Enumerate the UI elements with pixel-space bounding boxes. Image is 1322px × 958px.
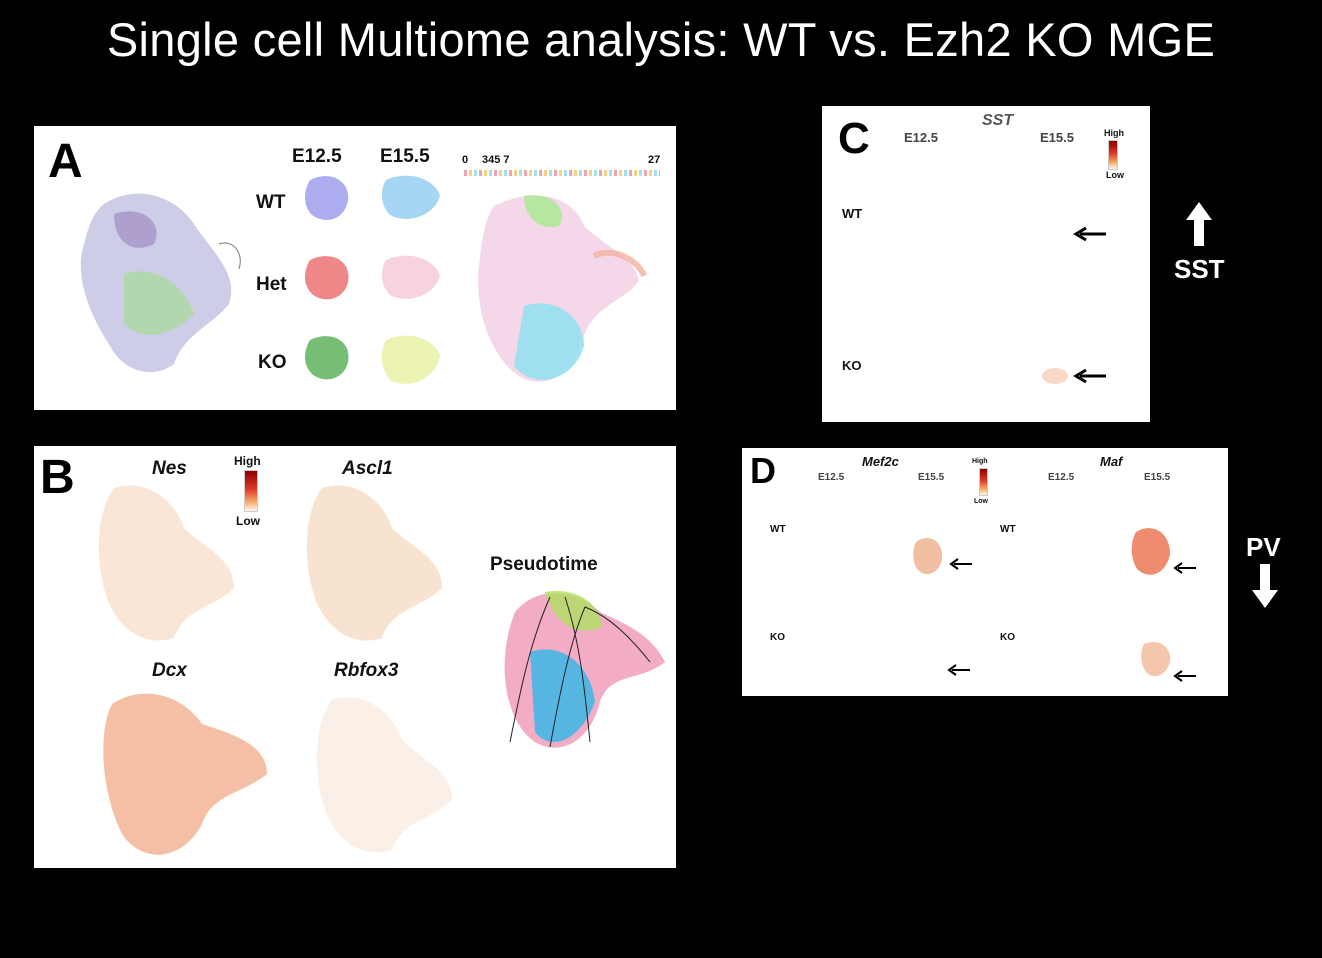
sst-ko-expression-spot <box>1042 368 1068 384</box>
umap-all-cells <box>80 193 241 373</box>
col-e15-label: E15.5 <box>918 472 945 483</box>
umap-wt-e15 <box>381 175 440 219</box>
panel-d-letter: D <box>750 450 776 491</box>
gene-mef2c-label: Mef2c <box>862 454 899 469</box>
row-wt-label: WT <box>256 192 286 213</box>
row-ko-label: KO <box>258 352 287 373</box>
cluster-color-scale <box>464 170 660 176</box>
panel-d: D Mef2c Maf E12.5 E15.5 E12.5 E15.5 High… <box>742 448 1228 696</box>
gene-ascl1-label: Ascl1 <box>342 458 393 479</box>
gene-rbfox3-label: Rbfox3 <box>334 660 399 681</box>
maf-ko-expression <box>1141 642 1171 677</box>
col-e15-label: E15.5 <box>1040 130 1074 145</box>
col-e12-label: E12.5 <box>904 130 938 145</box>
arrow-up-icon <box>1186 202 1212 246</box>
umap-het-e12 <box>305 256 349 300</box>
arrow-left-icon <box>949 558 972 570</box>
legend-low: Low <box>974 498 988 505</box>
legend-high: High <box>1104 128 1124 138</box>
legend-low: Low <box>1106 170 1124 180</box>
col-e15-label-maf: E15.5 <box>1144 472 1171 483</box>
legend-high: High <box>234 454 261 468</box>
expression-legend-bar <box>1108 140 1118 170</box>
umap-pseudotime <box>504 591 665 748</box>
panel-a: A E12.5 E15.5 WT Het KO 0 345 7 27 <box>34 126 676 410</box>
panel-a-letter: A <box>48 135 83 188</box>
arrow-left-icon <box>947 664 970 676</box>
maf-wt-expression <box>1131 528 1170 575</box>
row-wt-label: WT <box>770 524 786 535</box>
umap-ko-e12 <box>305 336 349 380</box>
arrow-left-icon <box>1173 670 1196 682</box>
expression-legend-bar <box>979 468 988 496</box>
panel-b: B Nes Ascl1 Dcx Rbfox3 High Low Pseudoti… <box>34 446 676 868</box>
arrow-left-icon <box>1073 226 1106 242</box>
legend-low: Low <box>236 514 260 528</box>
cluster-scale-max: 27 <box>648 154 661 166</box>
umap-clusters <box>478 195 647 382</box>
umap-het-e15 <box>381 255 440 299</box>
gene-nes-label: Nes <box>152 458 187 479</box>
pv-side-label: PV <box>1246 532 1281 562</box>
gene-maf-label: Maf <box>1100 454 1123 469</box>
umap-dcx <box>103 693 267 855</box>
umap-nes <box>98 485 234 641</box>
umap-rbfox3 <box>316 697 452 853</box>
row-ko-label-maf: KO <box>1000 632 1015 643</box>
arrow-left-icon <box>1073 368 1106 384</box>
mef2c-wt-expression <box>913 538 943 575</box>
col-e12-label-maf: E12.5 <box>1048 472 1075 483</box>
panel-c: C SST E12.5 E15.5 High Low WT KO <box>822 106 1150 422</box>
gene-sst-label: SST <box>982 112 1014 129</box>
sst-side-label: SST <box>1174 254 1225 284</box>
gene-dcx-label: Dcx <box>152 660 187 681</box>
col-e12-label: E12.5 <box>292 146 342 167</box>
cluster-scale-min: 0 <box>462 154 469 166</box>
pseudotime-label: Pseudotime <box>490 554 598 575</box>
col-e15-label: E15.5 <box>380 146 430 167</box>
legend-high: High <box>972 458 988 465</box>
panel-c-letter: C <box>838 114 870 163</box>
slide-title: Single cell Multiome analysis: WT vs. Ez… <box>106 13 1216 66</box>
arrow-left-icon <box>1173 562 1196 574</box>
row-wt-label: WT <box>842 206 863 221</box>
panel-b-letter: B <box>40 451 75 504</box>
row-ko-label: KO <box>842 358 862 373</box>
cluster-scale-marks: 345 7 <box>482 154 510 166</box>
row-het-label: Het <box>256 274 287 295</box>
umap-ko-e15 <box>381 335 440 384</box>
umap-ascl1 <box>306 485 442 641</box>
row-wt-label-maf: WT <box>1000 524 1016 535</box>
col-e12-label: E12.5 <box>818 472 845 483</box>
umap-wt-e12 <box>305 176 349 220</box>
row-ko-label: KO <box>770 632 785 643</box>
arrow-down-icon <box>1252 564 1278 608</box>
expression-legend-bar <box>244 470 258 512</box>
